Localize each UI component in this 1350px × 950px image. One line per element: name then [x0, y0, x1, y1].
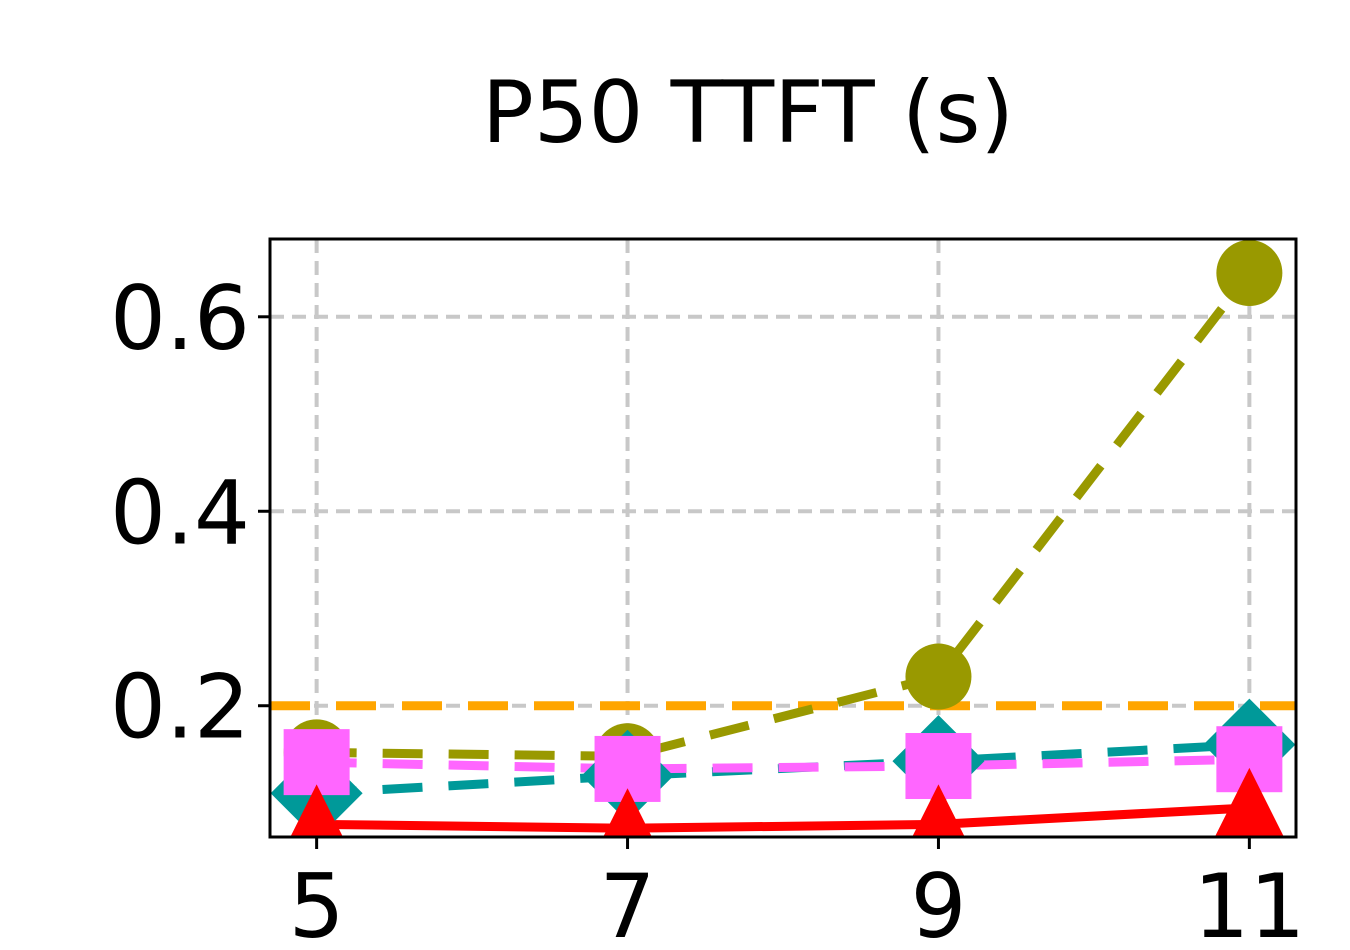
- series-3-point: [912, 784, 965, 837]
- series-lines: [316, 270, 1253, 833]
- series-line-2: [316, 754, 1250, 774]
- series-3-point: [1214, 767, 1284, 837]
- series-line-3: [316, 803, 1250, 833]
- series-3-point: [603, 788, 652, 837]
- series-2-point: [283, 729, 350, 796]
- y-tick-label: 0.2: [110, 656, 250, 759]
- x-tick-label: 9: [910, 855, 966, 950]
- series-0-point: [1216, 240, 1283, 307]
- x-tick-label: 7: [600, 855, 656, 950]
- series-0-point: [905, 643, 972, 710]
- y-tick-label: 0.6: [110, 267, 250, 370]
- plot-frame: [268, 237, 1298, 839]
- grid: [270, 239, 1296, 837]
- series-line-0: [316, 270, 1253, 761]
- axes: 5 7 9 11 0.2 0.4 0.6: [110, 267, 1305, 950]
- series-markers: [270, 240, 1296, 837]
- y-tick-label: 0.4: [110, 461, 250, 564]
- chart-title: P50 TTFT (s): [482, 63, 1014, 163]
- x-tick-label: 5: [289, 855, 345, 950]
- x-tick-label: 11: [1193, 855, 1305, 950]
- series-3-point: [290, 784, 343, 837]
